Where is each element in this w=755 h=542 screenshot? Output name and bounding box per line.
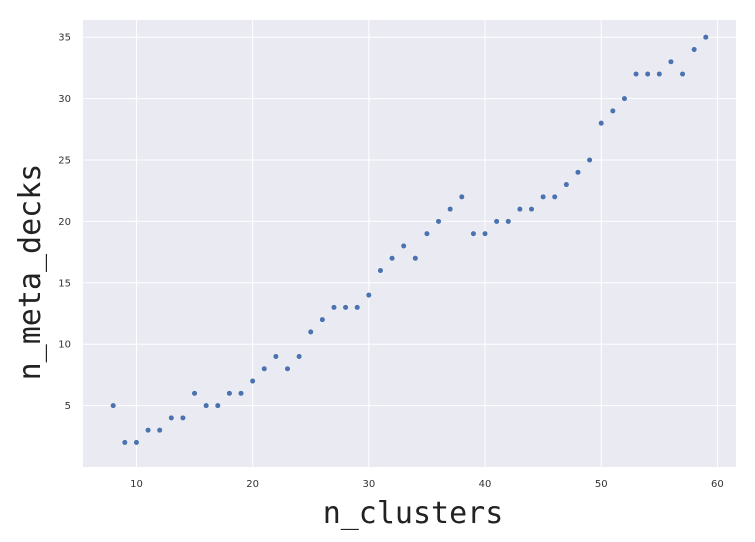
data-point <box>203 402 210 409</box>
data-point <box>598 120 605 127</box>
data-point <box>656 70 663 78</box>
data-point <box>319 316 326 323</box>
y-tick-label: 20 <box>58 217 71 228</box>
x-tick-label: 30 <box>362 479 375 490</box>
data-point <box>389 255 396 262</box>
x-tick-label: 20 <box>246 479 259 490</box>
data-point <box>179 414 186 421</box>
data-point <box>284 365 291 372</box>
x-tick-labels: 10 20 30 40 50 60 <box>130 479 724 490</box>
data-point <box>702 34 709 41</box>
data-point <box>330 304 338 311</box>
data-point <box>691 46 698 53</box>
data-point <box>574 169 582 176</box>
data-point <box>145 427 152 434</box>
y-tick-labels: 5 10 15 20 25 30 35 <box>58 33 71 412</box>
data-point <box>621 95 628 102</box>
data-point <box>633 70 640 78</box>
data-point <box>470 230 477 237</box>
data-point <box>551 193 558 200</box>
data-point <box>493 218 500 225</box>
data-point <box>458 193 465 200</box>
data-point <box>110 402 117 409</box>
data-point <box>435 218 442 225</box>
data-point <box>168 414 175 421</box>
data-point <box>644 70 651 78</box>
y-tick-label: 25 <box>58 155 71 166</box>
x-axis-label: n_clusters <box>323 496 504 531</box>
data-point <box>342 304 349 311</box>
data-point <box>307 328 314 335</box>
y-tick-label: 5 <box>65 401 71 412</box>
data-point <box>156 427 163 434</box>
data-point <box>667 58 674 65</box>
y-tick-label: 10 <box>58 340 71 351</box>
data-point <box>609 107 616 114</box>
data-point <box>365 292 372 299</box>
x-tick-label: 40 <box>479 479 492 490</box>
y-axis-label: n_meta_decks <box>13 164 48 381</box>
data-point <box>249 377 256 385</box>
data-point <box>377 267 384 274</box>
data-point <box>400 242 407 250</box>
data-point <box>296 353 303 360</box>
data-point <box>272 353 279 360</box>
x-tick-label: 60 <box>711 479 724 490</box>
data-point <box>586 156 593 164</box>
data-point <box>121 439 128 446</box>
y-tick-label: 15 <box>58 278 71 289</box>
data-point <box>354 304 361 311</box>
data-point <box>133 439 140 446</box>
data-point <box>540 193 547 200</box>
data-point <box>447 206 454 213</box>
x-tick-label: 10 <box>130 479 143 490</box>
data-point <box>412 255 419 262</box>
data-point <box>226 390 233 397</box>
data-point <box>679 70 686 78</box>
data-point <box>191 390 198 397</box>
y-tick-label: 30 <box>58 94 71 105</box>
x-tick-label: 50 <box>595 479 608 490</box>
data-point <box>528 206 535 213</box>
data-point <box>423 230 430 237</box>
data-point <box>481 230 489 237</box>
plot-area <box>83 20 736 467</box>
y-tick-label: 35 <box>58 33 71 44</box>
data-point <box>563 181 570 188</box>
data-point <box>261 365 268 372</box>
data-point <box>214 402 221 409</box>
data-point <box>516 206 523 213</box>
data-point <box>505 218 512 225</box>
data-point <box>237 390 245 397</box>
data-points <box>110 34 709 446</box>
grid <box>83 20 736 467</box>
